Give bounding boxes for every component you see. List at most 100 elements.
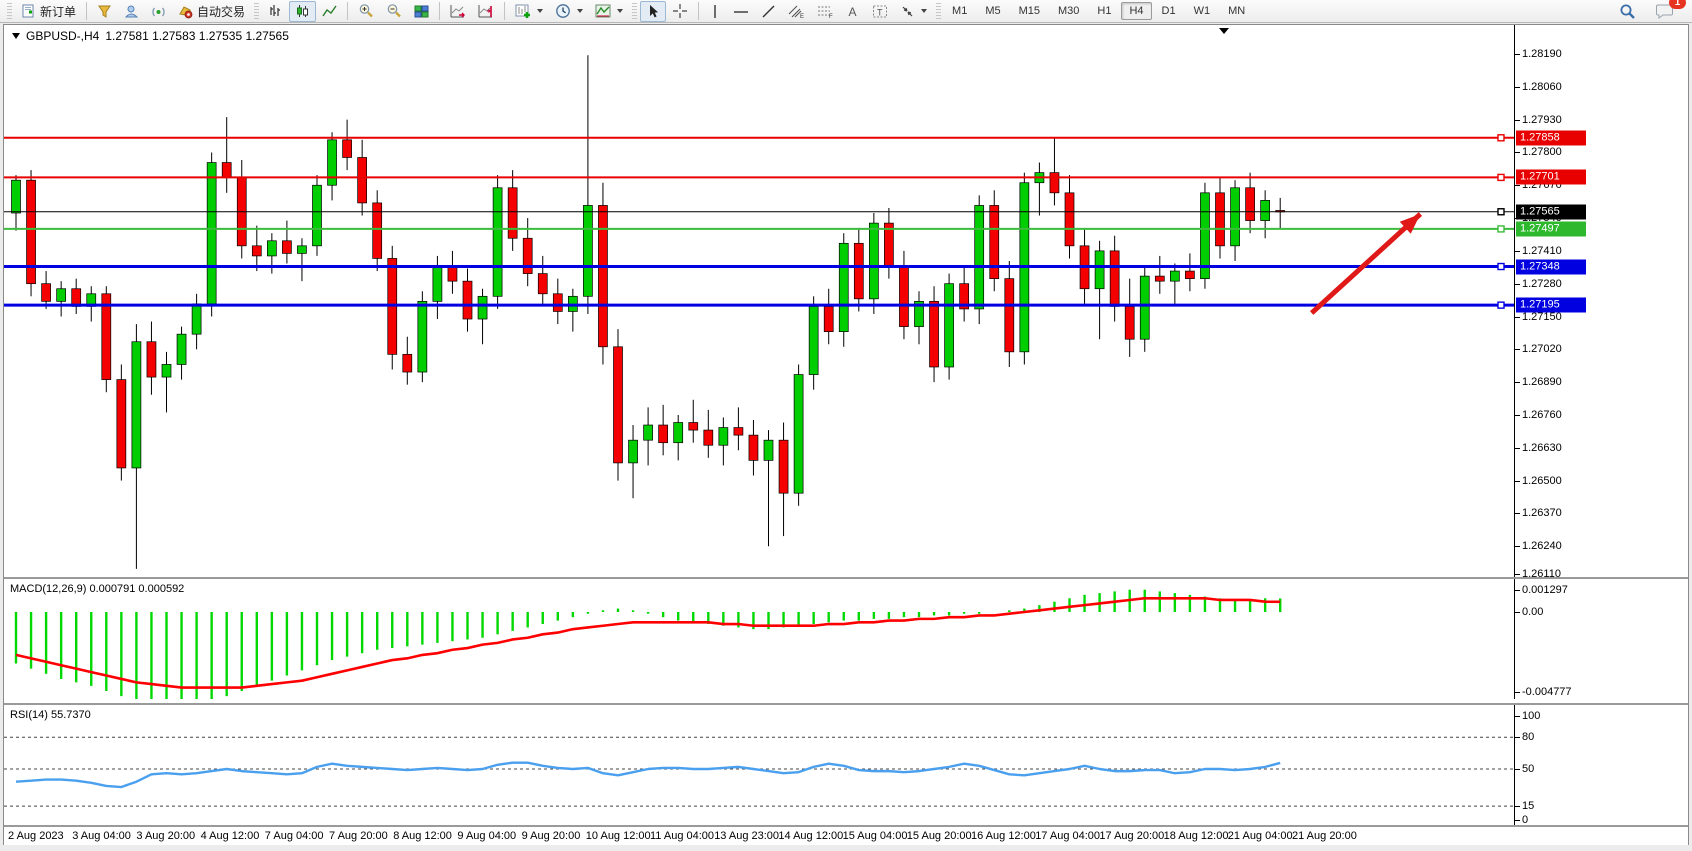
price-panel[interactable]: GBPUSD-,H4 1.27581 1.27583 1.27535 1.275…	[4, 25, 1688, 579]
price-axis-line	[1514, 25, 1515, 579]
bull-candle	[914, 301, 924, 327]
chat-button[interactable]: 1	[1650, 0, 1686, 22]
text-label-button[interactable]: T	[866, 1, 894, 22]
bear-candle	[959, 283, 970, 310]
hline-handle[interactable]	[1497, 173, 1505, 182]
equidistant-channel-icon: E	[788, 4, 805, 19]
line-chart-button[interactable]	[316, 1, 343, 22]
quick-nav-triangle-icon[interactable]	[1219, 28, 1229, 34]
search-button[interactable]	[1613, 0, 1642, 23]
cursor-button[interactable]	[640, 0, 667, 22]
bull-candle	[643, 424, 653, 441]
bull-candle	[793, 374, 804, 494]
bear-candle	[733, 427, 744, 436]
bear-candle	[447, 265, 458, 282]
macd-canvas[interactable]	[4, 579, 1514, 699]
funnel-button[interactable]	[91, 1, 118, 22]
toolbar-grip[interactable]	[632, 3, 638, 19]
toolbar-separator	[504, 2, 506, 20]
timeframe-m5[interactable]: M5	[985, 5, 1001, 17]
timeframe-m30[interactable]: M30	[1058, 5, 1080, 17]
rsi-canvas[interactable]	[4, 705, 1514, 825]
time-label: 11 Aug 04:00	[650, 830, 715, 842]
toolbar-separator	[439, 2, 441, 20]
dropdown-caret	[537, 9, 544, 13]
new-order-icon	[21, 4, 36, 19]
price-axis[interactable]: 1.281901.280601.279301.278001.276701.275…	[1515, 25, 1688, 579]
bull-candle	[944, 283, 954, 368]
templates-button[interactable]	[589, 1, 629, 22]
rsi-tick: 15	[1514, 800, 1535, 813]
new-chart-button[interactable]	[509, 1, 549, 22]
macd-panel[interactable]: MACD(12,26,9) 0.000791 0.000592 0.001297…	[4, 577, 1688, 699]
vertical-line-button[interactable]	[703, 1, 727, 22]
fibonacci-button[interactable]: F	[811, 1, 840, 22]
bull-candle	[1260, 200, 1271, 221]
toolbar-separator	[347, 2, 349, 20]
time-label: 21 Aug 04:00	[1227, 830, 1293, 842]
horizontal-line-icon	[733, 4, 749, 19]
timeframe-m15[interactable]: M15	[1018, 5, 1040, 17]
toolbar-grip[interactable]	[254, 3, 260, 19]
new-order-button[interactable]: 新订单	[15, 0, 82, 23]
chart-shift-icon	[478, 4, 494, 19]
time-label: 10 Aug 12:00	[585, 830, 651, 842]
hline-handle[interactable]	[1497, 301, 1505, 309]
hline-handle[interactable]	[1497, 208, 1505, 216]
bear-candle	[688, 422, 699, 431]
timeframe-m1[interactable]: M1	[952, 5, 968, 17]
timeframe-h4[interactable]: H4	[1121, 2, 1152, 20]
candlestick-chart-button[interactable]	[289, 0, 317, 22]
equidistant-channel-button[interactable]: E	[782, 1, 811, 22]
timeframe-h1[interactable]: H1	[1097, 5, 1112, 17]
arrows-button[interactable]	[894, 1, 933, 22]
hline-handle[interactable]	[1497, 134, 1505, 142]
signal-icon	[151, 4, 166, 19]
chart-shift-button[interactable]	[472, 1, 500, 22]
time-label: 15 Aug 04:00	[842, 830, 908, 842]
auto-trading-label: 自动交易	[197, 4, 246, 19]
trendline-button[interactable]	[755, 1, 782, 22]
collapse-triangle-icon[interactable]	[12, 33, 20, 39]
bull-candle	[1094, 250, 1105, 290]
time-axis[interactable]: 2 Aug 2023 3 Aug 04:00 3 Aug 20:00 4 Aug 12…	[4, 825, 1688, 846]
chart-title[interactable]: GBPUSD-,H4 1.27581 1.27583 1.27535 1.275…	[12, 29, 289, 43]
bear-candle	[1185, 270, 1195, 279]
candlestick-canvas[interactable]	[4, 25, 1514, 579]
bull-candle	[191, 303, 202, 335]
bear-candle	[41, 283, 51, 302]
bar-chart-button[interactable]	[262, 1, 289, 22]
hline-handle[interactable]	[1497, 225, 1505, 233]
crosshair-icon	[672, 3, 688, 19]
bear-candle	[282, 240, 292, 254]
hline-handle[interactable]	[1497, 262, 1505, 271]
timeframe-mn[interactable]: MN	[1228, 5, 1246, 17]
zoom-out-button[interactable]	[380, 0, 408, 22]
time-label: 4 Aug 12:00	[200, 830, 260, 842]
signal-button[interactable]	[145, 1, 172, 22]
auto-scroll-icon	[450, 4, 466, 19]
publisher-button[interactable]	[118, 1, 145, 22]
zoom-in-button[interactable]	[352, 0, 380, 22]
macd-axis-line	[1514, 579, 1515, 699]
tile-windows-button[interactable]	[408, 1, 435, 22]
text-button[interactable]: A	[840, 1, 866, 22]
toolbar-grip[interactable]	[936, 3, 942, 19]
periods-button[interactable]	[549, 0, 589, 22]
toolbar-grip[interactable]	[7, 3, 12, 19]
fibonacci-icon: F	[817, 4, 834, 19]
bull-candle	[161, 364, 172, 378]
timeframe-w1[interactable]: W1	[1193, 5, 1211, 17]
crosshair-button[interactable]	[666, 0, 694, 22]
horizontal-line-button[interactable]	[727, 1, 755, 22]
bear-candle	[402, 354, 413, 373]
time-label: 17 Aug 04:00	[1035, 830, 1101, 842]
timeframe-d1[interactable]: D1	[1161, 5, 1176, 17]
auto-scroll-button[interactable]	[444, 1, 472, 22]
trend-arrow[interactable]	[1309, 212, 1423, 315]
rsi-panel[interactable]: RSI(14) 55.7370 100 80 50 15 0	[4, 703, 1688, 825]
bear-candle	[703, 429, 714, 446]
price-badge-1.27858: 1.27858	[1516, 130, 1586, 146]
auto-trading-button[interactable]: 自动交易	[172, 0, 251, 23]
price-tick: 1.27280	[1515, 277, 1562, 290]
